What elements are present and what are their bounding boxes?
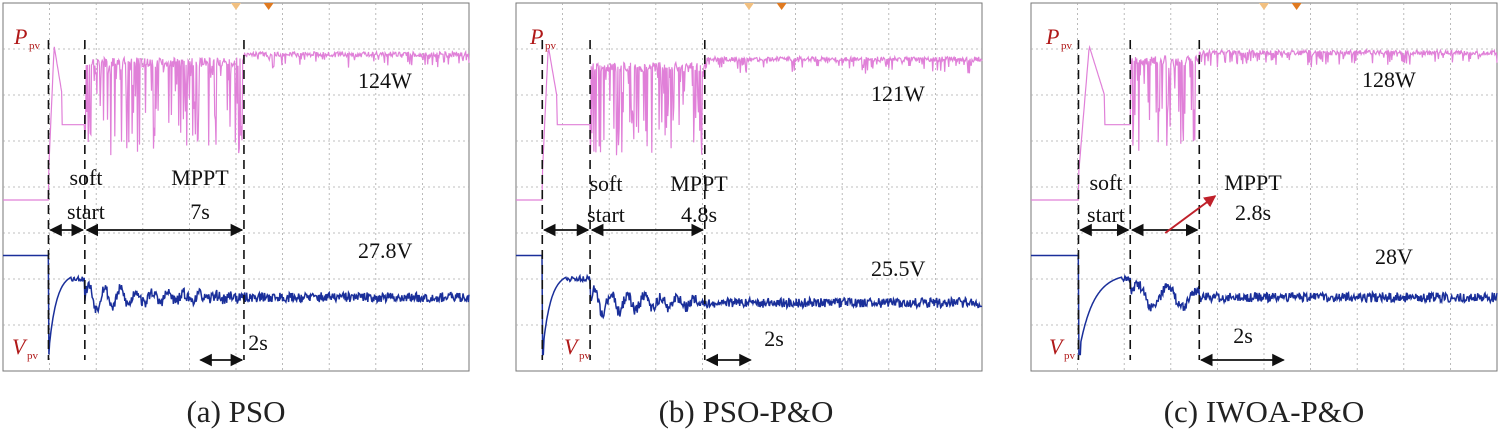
voltage-signal-subscript: pv xyxy=(579,350,591,362)
segment-markers xyxy=(1077,40,1285,367)
segment-soft-line2: start xyxy=(1087,202,1125,227)
voltage-signal-label: V xyxy=(12,334,28,359)
voltage-trace-line xyxy=(1031,254,1498,356)
traces xyxy=(1031,44,1498,356)
panel-caption: (a) PSO xyxy=(186,394,285,429)
voltage-value-label: 28V xyxy=(1375,244,1413,269)
panel-caption: (b) PSO-P&O xyxy=(659,394,834,429)
voltage-value-label: 25.5V xyxy=(871,256,926,281)
power-signal-subscript: pv xyxy=(29,40,41,52)
power-trace-line xyxy=(3,46,470,201)
segment-soft-line1: soft xyxy=(70,165,103,190)
power-signal-subscript: pv xyxy=(545,40,557,52)
mppt-pointer-arrow xyxy=(1164,195,1217,234)
voltage-signal-subscript: pv xyxy=(27,350,39,362)
power-signal-label: P xyxy=(13,24,27,49)
power-value-label: 121W xyxy=(871,81,925,106)
scale-bar-label: 2s xyxy=(248,330,268,355)
segment-soft-line1: soft xyxy=(1090,170,1123,195)
scale-bar-label: 2s xyxy=(1233,323,1253,348)
panel-a: P pv V pv soft start MPPT 7s 124W 27.8V … xyxy=(2,2,470,429)
power-signal-subscript: pv xyxy=(1061,40,1073,52)
segment-mppt-line2: 4.8s xyxy=(681,202,717,227)
panel-caption: (c) IWOA-P&O xyxy=(1164,394,1365,429)
segment-mppt-line1: MPPT xyxy=(1224,170,1282,195)
traces xyxy=(3,46,470,355)
trigger-marker-icon xyxy=(231,3,241,10)
power-trace-line xyxy=(516,48,983,201)
power-value-label: 124W xyxy=(358,68,412,93)
segment-soft-line1: soft xyxy=(590,171,623,196)
power-value-label: 128W xyxy=(1362,67,1416,92)
scope-grid xyxy=(516,3,982,371)
power-signal-label: P xyxy=(529,24,543,49)
voltage-trace-line xyxy=(3,254,470,355)
segment-mppt-line2: 2.8s xyxy=(1235,200,1271,225)
trigger-marker-icon xyxy=(263,3,274,10)
voltage-trace-line xyxy=(516,254,983,356)
trigger-marker-icon xyxy=(1259,3,1269,10)
power-signal-label: P xyxy=(1045,24,1059,49)
panel-c: P pv V pv soft start MPPT 2.8s 128W 28V … xyxy=(1030,2,1498,429)
trigger-marker-icon xyxy=(744,3,754,10)
segment-markers xyxy=(541,40,752,367)
segment-mppt-line2: 7s xyxy=(190,199,210,224)
segment-soft-line2: start xyxy=(67,199,105,224)
trigger-marker-icon xyxy=(776,3,787,10)
voltage-value-label: 27.8V xyxy=(358,238,413,263)
voltage-signal-label: V xyxy=(564,334,580,359)
scale-bar-label: 2s xyxy=(764,326,784,351)
segment-mppt-line1: MPPT xyxy=(171,165,229,190)
panel-b: P pv V pv soft start MPPT 4.8s 121W 25.5… xyxy=(515,2,983,429)
voltage-signal-subscript: pv xyxy=(1064,350,1076,362)
segment-soft-line2: start xyxy=(587,202,625,227)
power-trace-line xyxy=(1031,44,1498,201)
voltage-signal-label: V xyxy=(1049,334,1065,359)
segment-mppt-line1: MPPT xyxy=(670,171,728,196)
traces xyxy=(516,48,983,356)
trigger-marker-icon xyxy=(1291,3,1302,10)
segment-markers xyxy=(47,40,245,367)
